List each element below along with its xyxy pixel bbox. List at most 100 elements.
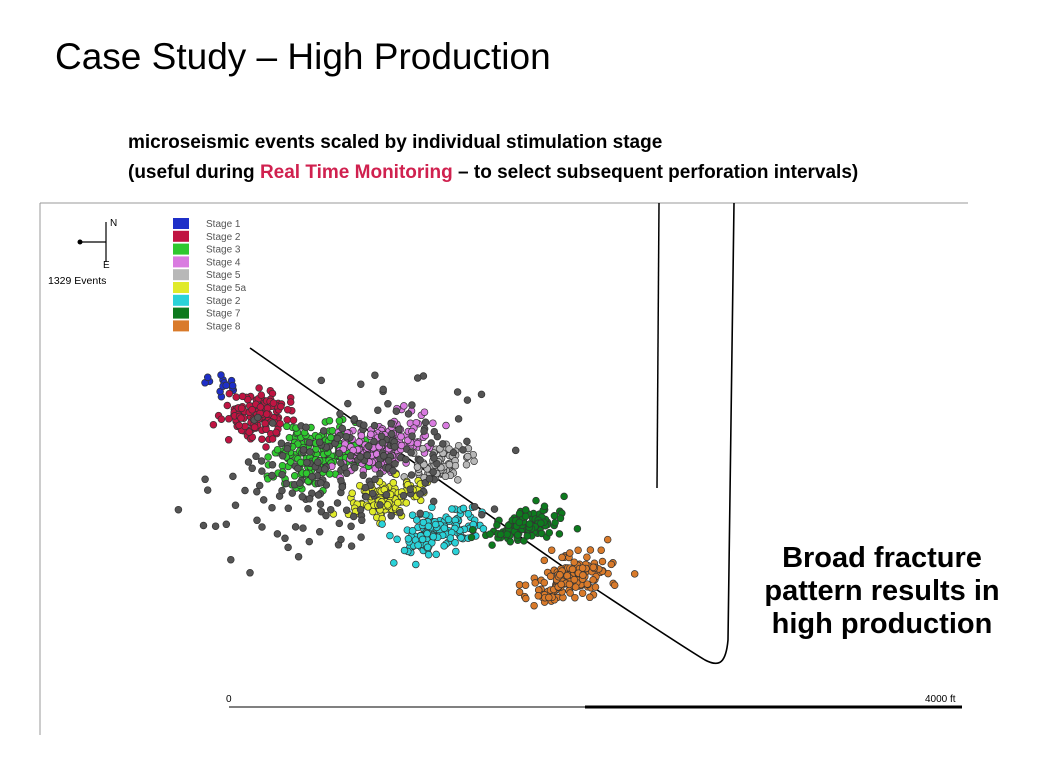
event-point xyxy=(404,410,413,418)
legend-label: Stage 5 xyxy=(206,270,241,281)
legend-label: Stage 2 xyxy=(206,232,241,243)
event-point xyxy=(322,511,330,520)
event-point xyxy=(237,404,246,413)
event-point xyxy=(521,581,530,589)
event-point xyxy=(238,392,247,401)
event-point xyxy=(462,460,471,469)
event-point xyxy=(325,416,334,425)
event-point xyxy=(416,509,424,518)
event-point xyxy=(446,534,455,542)
event-point xyxy=(630,570,639,578)
event-point xyxy=(349,512,358,521)
event-points xyxy=(174,371,639,610)
event-point xyxy=(261,419,269,428)
event-point xyxy=(566,589,574,597)
event-point xyxy=(439,440,447,448)
event-point xyxy=(302,423,310,431)
event-point xyxy=(557,580,565,589)
event-point xyxy=(399,491,408,500)
event-point xyxy=(540,556,549,565)
event-point xyxy=(537,529,546,538)
event-point xyxy=(303,458,311,467)
event-point xyxy=(374,461,383,469)
subtitle-line-2-suffix: – to select subsequent perforation inter… xyxy=(452,162,859,183)
subtitle-line-1: microseismic events scaled by individual… xyxy=(128,132,663,153)
legend-swatch xyxy=(173,294,189,306)
event-point xyxy=(394,498,402,507)
event-point xyxy=(547,546,556,554)
event-point xyxy=(493,521,501,529)
event-count-label: 1329 Events xyxy=(48,275,106,287)
event-point xyxy=(203,486,212,494)
event-point xyxy=(574,546,582,554)
event-point xyxy=(479,525,488,533)
event-point xyxy=(571,583,580,591)
event-point xyxy=(268,503,276,512)
event-point xyxy=(468,526,477,534)
event-point xyxy=(305,495,314,503)
event-point xyxy=(283,416,291,424)
event-point xyxy=(225,415,233,423)
event-point xyxy=(351,463,359,472)
event-point xyxy=(284,543,292,552)
event-point xyxy=(391,460,399,468)
event-point xyxy=(423,543,432,552)
event-point xyxy=(305,438,314,447)
event-point xyxy=(565,580,574,589)
event-point xyxy=(282,479,291,488)
event-point xyxy=(248,464,256,473)
event-point xyxy=(277,439,286,448)
event-point xyxy=(408,511,417,519)
event-point xyxy=(379,452,388,460)
event-point xyxy=(545,593,553,602)
event-point xyxy=(325,470,334,478)
event-point xyxy=(603,535,612,544)
subtitle-line-2: (useful during Real Time Monitoring – to… xyxy=(128,162,858,184)
event-point xyxy=(521,506,530,514)
event-point xyxy=(416,456,424,464)
event-point xyxy=(241,486,249,495)
event-point xyxy=(537,519,545,527)
event-point xyxy=(504,521,513,530)
event-point xyxy=(319,427,328,435)
legend-label: Stage 1 xyxy=(206,219,241,230)
event-point xyxy=(423,529,431,538)
event-point xyxy=(463,452,472,461)
event-point xyxy=(583,580,592,588)
event-point xyxy=(430,454,438,462)
event-point xyxy=(360,421,368,429)
event-point xyxy=(321,465,329,473)
event-point xyxy=(408,527,417,535)
event-point xyxy=(513,531,522,539)
event-point xyxy=(440,524,449,532)
legend-label: Stage 3 xyxy=(206,245,241,256)
event-point xyxy=(449,448,458,457)
event-point xyxy=(408,401,416,409)
legend-swatch xyxy=(173,320,189,332)
event-point xyxy=(338,424,347,433)
event-point xyxy=(413,463,422,471)
event-point xyxy=(342,432,350,441)
event-point xyxy=(252,452,260,461)
event-point xyxy=(374,406,382,414)
event-point xyxy=(546,572,555,581)
event-point xyxy=(414,541,422,549)
event-point xyxy=(454,476,462,484)
event-point xyxy=(570,558,578,566)
event-point xyxy=(463,396,472,404)
event-point xyxy=(408,432,416,440)
event-point xyxy=(338,483,347,491)
event-point xyxy=(486,530,494,538)
event-point xyxy=(302,469,311,478)
event-point xyxy=(278,461,287,470)
event-point xyxy=(523,532,532,540)
event-point xyxy=(556,571,564,579)
event-point xyxy=(347,542,356,550)
event-point xyxy=(420,408,429,416)
legend-label: Stage 7 xyxy=(206,309,241,320)
event-point xyxy=(573,524,582,533)
event-point xyxy=(228,381,237,390)
event-point xyxy=(389,479,398,487)
event-point xyxy=(545,528,554,537)
event-point xyxy=(288,489,297,497)
